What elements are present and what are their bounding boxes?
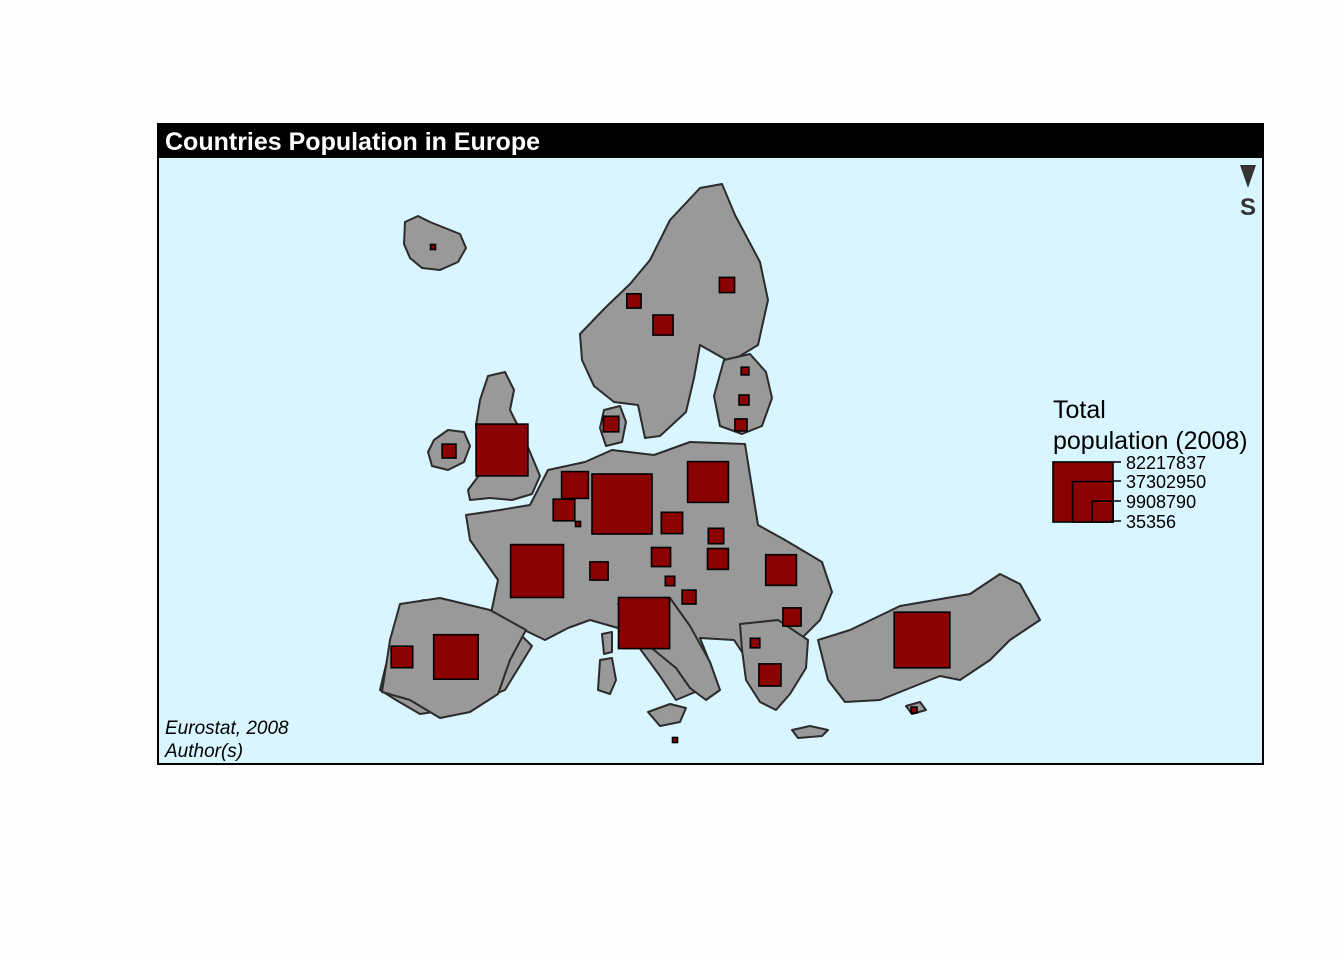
symbol-ireland <box>441 443 457 459</box>
symbol-bulgaria <box>782 607 802 627</box>
symbol-sweden <box>652 314 674 336</box>
symbol-slovakia <box>707 527 725 545</box>
symbol-spain <box>432 633 480 681</box>
legend-value-4: 35356 <box>1126 512 1176 532</box>
symbol-croatia <box>681 589 697 605</box>
iceland-shape <box>403 215 467 271</box>
symbol-estonia <box>740 366 750 376</box>
legend: Total population (2008) 82217837 3730295… <box>1052 396 1248 532</box>
map-title: Countries Population in Europe <box>165 128 540 156</box>
symbol-greece <box>758 663 782 687</box>
legend-value-3: 9908790 <box>1126 492 1196 512</box>
sardinia-shape <box>597 657 617 695</box>
legend-value-2: 37302950 <box>1126 472 1206 492</box>
symbol-macedonia <box>749 637 761 649</box>
north-arrow-label: S <box>1240 194 1256 221</box>
symbol-malta <box>671 736 679 744</box>
map-frame <box>157 123 1264 765</box>
symbol-netherlands <box>560 470 590 500</box>
title-bar <box>158 124 1263 158</box>
symbol-united-kingdom <box>475 423 529 477</box>
symbol-latvia <box>738 394 750 406</box>
symbol-austria <box>650 546 672 568</box>
baltic-shape <box>713 353 773 435</box>
legend-symbols <box>1052 461 1121 523</box>
legend-title-line2: population (2008) <box>1053 427 1248 455</box>
symbol-portugal <box>390 645 414 669</box>
symbol-poland <box>686 460 730 504</box>
symbol-finland <box>718 276 736 294</box>
symbol-czech-republic <box>660 511 684 535</box>
map-author: Author(s) <box>164 741 243 762</box>
sicily-shape <box>647 703 687 727</box>
corsica-shape <box>601 631 613 655</box>
legend-square-3 <box>1091 500 1114 523</box>
symbol-hungary <box>706 547 730 571</box>
symbol-switzerland <box>589 561 609 581</box>
symbol-romania <box>764 553 798 587</box>
symbol-france <box>509 543 565 599</box>
map-source: Eurostat, 2008 <box>165 718 289 739</box>
symbol-slovenia <box>664 575 676 587</box>
legend-value-1: 82217837 <box>1126 453 1206 473</box>
symbol-turkey <box>893 611 951 669</box>
north-arrow-icon <box>1240 165 1256 188</box>
symbol-luxembourg <box>574 520 582 528</box>
symbol-belgium <box>552 498 576 522</box>
symbol-iceland <box>429 243 437 251</box>
symbol-italy <box>617 596 671 650</box>
symbol-germany <box>591 473 653 535</box>
scandinavia-shape <box>579 183 769 439</box>
symbol-denmark <box>602 415 620 433</box>
crete-shape <box>791 725 829 739</box>
population-symbols <box>390 243 951 744</box>
symbol-norway <box>625 292 642 309</box>
symbol-cyprus <box>910 706 918 714</box>
legend-title-line1: Total <box>1053 396 1106 424</box>
legend-square-4 <box>1111 519 1114 523</box>
symbol-lithuania <box>734 418 748 432</box>
